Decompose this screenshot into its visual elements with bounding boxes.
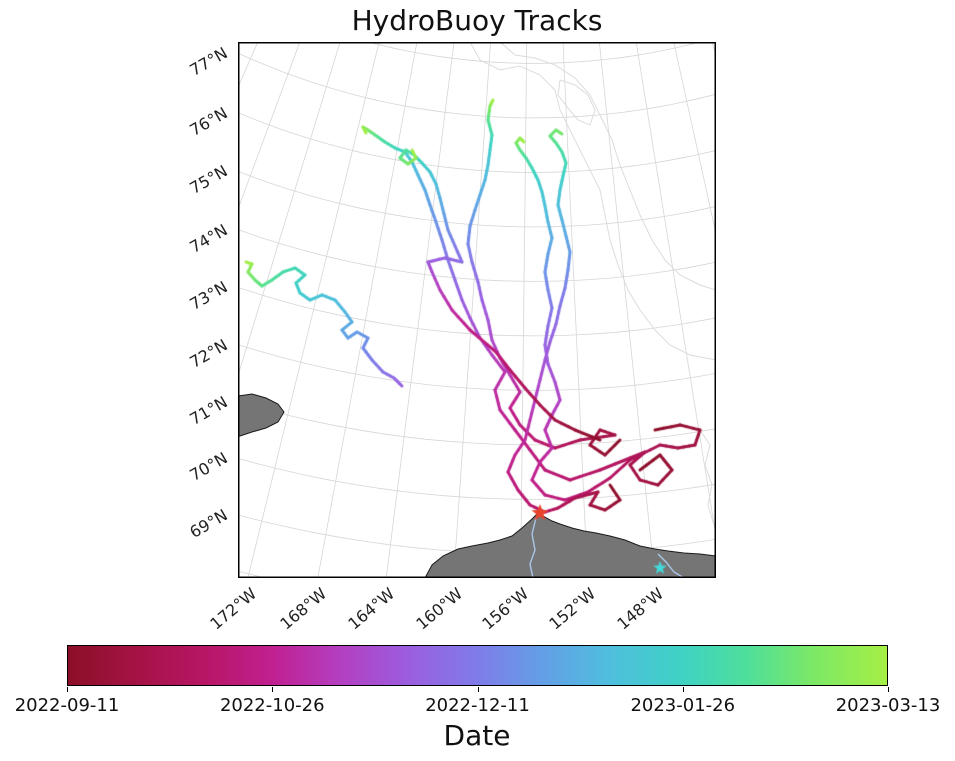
chart-title: HydroBuoy Tracks [351, 4, 603, 37]
colorbar-tick [888, 687, 889, 692]
latitude-tick-label: 71°N [186, 391, 231, 429]
latitude-tick-label: 70°N [186, 448, 231, 486]
colorbar-tick [272, 687, 274, 692]
latitude-tick-label: 73°N [186, 277, 231, 315]
colorbar-gradient [67, 645, 888, 686]
colorbar-tick-label: 2023-01-26 [630, 695, 736, 716]
colorbar-tick [477, 687, 479, 692]
latitude-tick-label: 75°N [186, 161, 231, 199]
latitude-tick-label: 72°N [186, 335, 231, 372]
colorbar-tick-label: 2022-10-26 [219, 695, 325, 716]
colorbar-tick [67, 687, 68, 692]
colorbar-tick-label: 2022-09-11 [14, 695, 120, 716]
colorbar-tick-label: 2023-03-13 [835, 695, 941, 716]
colorbar-axis-label: Date [443, 719, 511, 752]
colorbar-tick [682, 687, 684, 692]
latitude-tick-label: 77°N [186, 43, 231, 81]
map-plot [238, 42, 716, 578]
latitude-tick-label: 74°N [186, 219, 231, 257]
latitude-tick-label: 69°N [186, 505, 231, 542]
colorbar-tick-label: 2022-12-11 [425, 695, 530, 716]
latitude-tick-label: 76°N [186, 103, 231, 140]
buoy-tracks-canvas [238, 42, 716, 578]
